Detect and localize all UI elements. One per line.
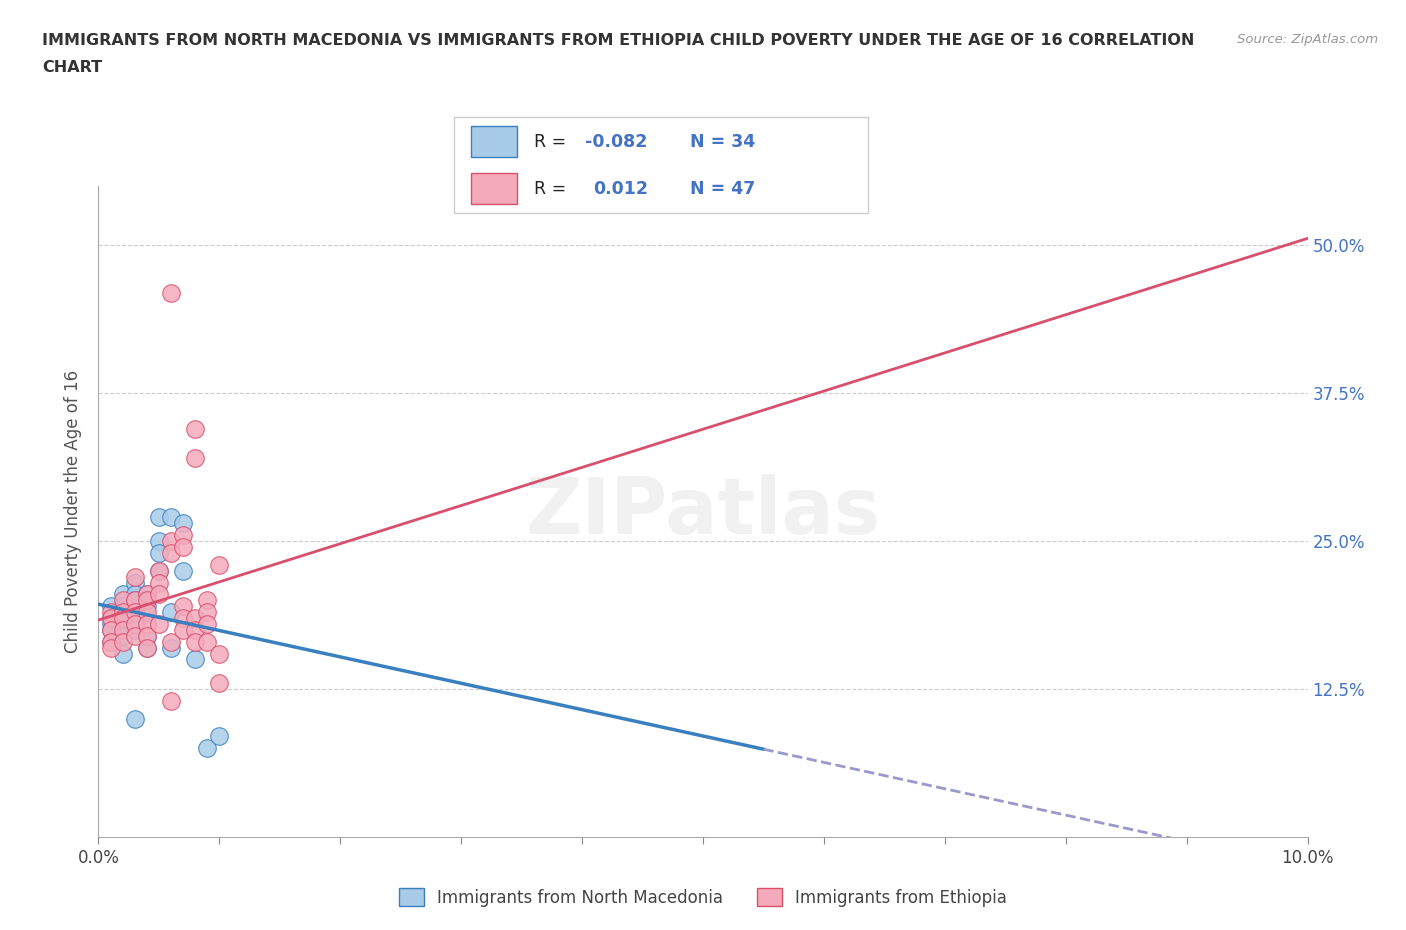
Point: [111, 592, 134, 607]
Text: R =: R =: [534, 133, 572, 151]
Point: [124, 587, 146, 602]
Point: [135, 599, 157, 614]
Point: [172, 527, 194, 542]
Text: -0.082: -0.082: [585, 133, 647, 151]
Point: [124, 617, 146, 631]
Point: [111, 587, 134, 602]
Point: [135, 604, 157, 619]
Text: CHART: CHART: [42, 60, 103, 75]
Point: [160, 694, 183, 709]
Point: [100, 611, 122, 626]
Point: [184, 421, 207, 436]
Point: [111, 622, 134, 637]
Point: [100, 640, 122, 655]
Point: [172, 599, 194, 614]
Text: N = 34: N = 34: [690, 133, 755, 151]
Point: [111, 646, 134, 661]
Point: [100, 611, 122, 626]
Point: [172, 516, 194, 531]
Point: [195, 634, 218, 649]
Point: [184, 652, 207, 667]
Point: [208, 646, 231, 661]
Point: [135, 592, 157, 607]
Point: [124, 575, 146, 590]
Text: 0.012: 0.012: [593, 179, 648, 197]
Point: [148, 564, 170, 578]
Point: [160, 286, 183, 300]
Point: [135, 629, 157, 644]
FancyBboxPatch shape: [454, 117, 868, 213]
Point: [111, 611, 134, 626]
Point: [124, 629, 146, 644]
Point: [172, 539, 194, 554]
Point: [160, 640, 183, 655]
Point: [148, 534, 170, 549]
Text: N = 47: N = 47: [690, 179, 755, 197]
Point: [100, 599, 122, 614]
Point: [124, 711, 146, 726]
Point: [124, 622, 146, 637]
Point: [135, 617, 157, 631]
Point: [195, 604, 218, 619]
Point: [148, 546, 170, 561]
Point: [124, 569, 146, 584]
Point: [148, 564, 170, 578]
Point: [160, 510, 183, 525]
Point: [208, 557, 231, 572]
Text: IMMIGRANTS FROM NORTH MACEDONIA VS IMMIGRANTS FROM ETHIOPIA CHILD POVERTY UNDER : IMMIGRANTS FROM NORTH MACEDONIA VS IMMIG…: [42, 33, 1195, 47]
Point: [100, 604, 122, 619]
Point: [111, 604, 134, 619]
Point: [184, 634, 207, 649]
Text: R =: R =: [534, 179, 578, 197]
Point: [208, 729, 231, 744]
Y-axis label: Child Poverty Under the Age of 16: Child Poverty Under the Age of 16: [65, 370, 83, 653]
Point: [100, 622, 122, 637]
Point: [148, 575, 170, 590]
Point: [135, 617, 157, 631]
Point: [172, 622, 194, 637]
Point: [111, 629, 134, 644]
Point: [100, 634, 122, 649]
Point: [160, 534, 183, 549]
Point: [111, 599, 134, 614]
Point: [160, 634, 183, 649]
Point: [111, 634, 134, 649]
FancyBboxPatch shape: [471, 173, 517, 205]
Point: [184, 622, 207, 637]
Point: [184, 451, 207, 466]
Point: [148, 617, 170, 631]
Point: [135, 640, 157, 655]
Point: [195, 592, 218, 607]
FancyBboxPatch shape: [471, 126, 517, 157]
Point: [172, 564, 194, 578]
Point: [195, 617, 218, 631]
Point: [100, 617, 122, 631]
Point: [135, 587, 157, 602]
Point: [148, 587, 170, 602]
Point: [160, 604, 183, 619]
Point: [135, 640, 157, 655]
Point: [124, 611, 146, 626]
Point: [124, 592, 146, 607]
Point: [172, 611, 194, 626]
Point: [124, 604, 146, 619]
Point: [195, 741, 218, 756]
Point: [124, 592, 146, 607]
Point: [184, 611, 207, 626]
Point: [100, 634, 122, 649]
Legend: Immigrants from North Macedonia, Immigrants from Ethiopia: Immigrants from North Macedonia, Immigra…: [392, 882, 1014, 913]
Text: ZIPatlas: ZIPatlas: [526, 473, 880, 550]
Point: [148, 510, 170, 525]
Point: [111, 604, 134, 619]
Point: [100, 622, 122, 637]
Point: [208, 676, 231, 691]
Point: [111, 617, 134, 631]
Point: [160, 546, 183, 561]
Point: [135, 629, 157, 644]
Text: Source: ZipAtlas.com: Source: ZipAtlas.com: [1237, 33, 1378, 46]
Point: [135, 587, 157, 602]
